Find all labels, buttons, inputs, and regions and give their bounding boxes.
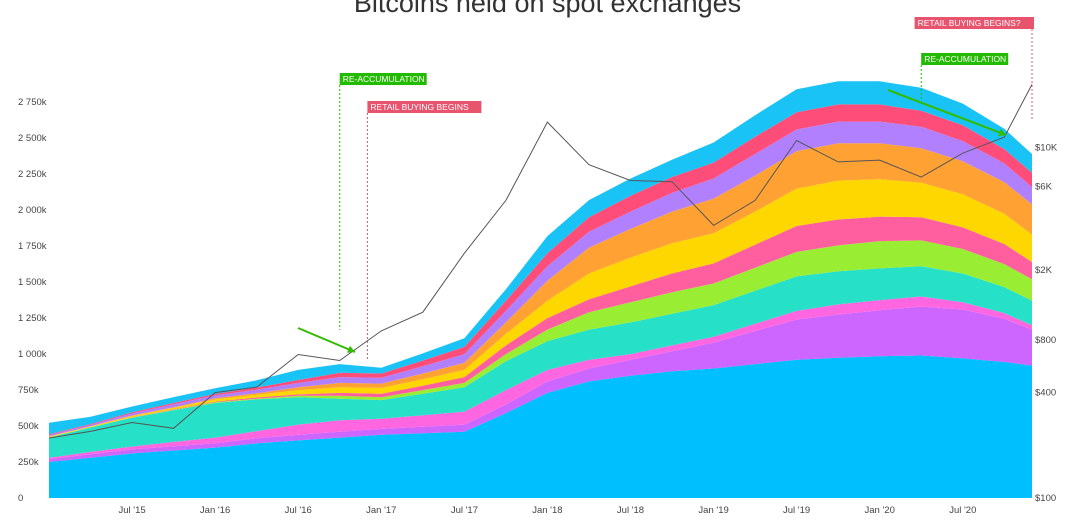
annotation-label: RE-ACCUMULATION (924, 54, 1006, 64)
arrow-layer (297, 89, 1007, 353)
arrow-2016-head (347, 345, 355, 353)
annotation-label: RETAIL BUYING BEGINS (370, 102, 469, 112)
area-series-2 (49, 306, 1032, 462)
x-tick-label: Jan '20 (865, 505, 895, 516)
y-right-tick-label: $6K (1035, 182, 1053, 193)
x-tick-label: Jul '19 (783, 505, 810, 516)
annotation-label-bg (921, 53, 1009, 65)
area-series-1 (49, 355, 1032, 498)
area-series-6 (49, 216, 1032, 438)
x-tick-label: Jul '15 (119, 505, 146, 516)
y-left-tick-label: 1 250k (18, 313, 47, 324)
area-series-8 (49, 143, 1032, 437)
arrow-2020 (887, 89, 1007, 136)
x-tick-label: Jul '18 (617, 505, 644, 516)
y-left-tick-label: 750k (18, 385, 39, 396)
annotation-label: RE-ACCUMULATION (343, 74, 425, 84)
annotation-4: RETAIL BUYING BEGINS? (914, 17, 1034, 120)
price-line (48, 84, 1033, 439)
area-layer (49, 81, 1032, 498)
area-series-5 (49, 240, 1032, 438)
x-tick-label: Jul '16 (285, 505, 312, 516)
annotation-label-bg (339, 73, 427, 85)
x-tick-label: Jul '20 (949, 505, 976, 516)
y-left-tick-label: 2 750k (18, 97, 47, 108)
y-left-tick-label: 500k (18, 421, 39, 432)
annotation-3: RE-ACCUMULATION (920, 53, 1009, 100)
y-right-tick-label: $2K (1035, 265, 1053, 276)
price-layer (48, 84, 1033, 439)
annotation-label-bg (367, 101, 482, 113)
y-left-tick-label: 250k (18, 457, 39, 468)
y-left-tick-label: 2 000k (18, 205, 47, 216)
annotation-2: RETAIL BUYING BEGINS (366, 101, 482, 360)
x-tick-label: Jan '19 (698, 505, 728, 516)
area-series-4 (49, 266, 1032, 458)
annotation-label-bg (914, 17, 1034, 29)
x-tick-label: Jan '16 (200, 505, 230, 516)
y-left-tick-label: 1 000k (18, 349, 47, 360)
area-series-10 (49, 104, 1032, 436)
y-right-tick-label: $100 (1035, 493, 1056, 504)
area-series-7 (49, 179, 1032, 438)
y-left-tick-label: 0 (18, 493, 23, 504)
y-right-tick-label: $10K (1035, 143, 1058, 154)
y-left-tick-label: 2 250k (18, 169, 47, 180)
y-left-tick-label: 1 500k (18, 277, 47, 288)
area-series-11 (49, 81, 1032, 435)
x-tick-label: Jan '18 (532, 505, 562, 516)
x-tick-label: Jan '17 (366, 505, 396, 516)
area-series-9 (49, 121, 1032, 437)
axes-layer: 0 250k 500k 750k 1 000k 1 250k 1 500k 1 750k 2 0… (18, 97, 1058, 516)
y-right-tick-label: $800 (1035, 335, 1056, 346)
annotation-layer: RE-ACCUMULATION RETAIL BUYING BEGINS RE-AC… (297, 17, 1034, 360)
chart-title: Bitcoins held on spot exchanges (353, 0, 742, 18)
y-left-tick-label: 1 750k (18, 241, 47, 252)
area-series-3 (49, 296, 1032, 460)
arrow-2020-head (998, 128, 1006, 137)
annotation-1: RE-ACCUMULATION (339, 73, 427, 330)
annotation-label: RETAIL BUYING BEGINS? (918, 18, 1021, 28)
arrow-2016 (297, 327, 356, 353)
x-tick-label: Jul '17 (451, 505, 478, 516)
y-left-tick-label: 2 500k (18, 133, 47, 144)
y-right-tick-label: $400 (1035, 388, 1056, 399)
